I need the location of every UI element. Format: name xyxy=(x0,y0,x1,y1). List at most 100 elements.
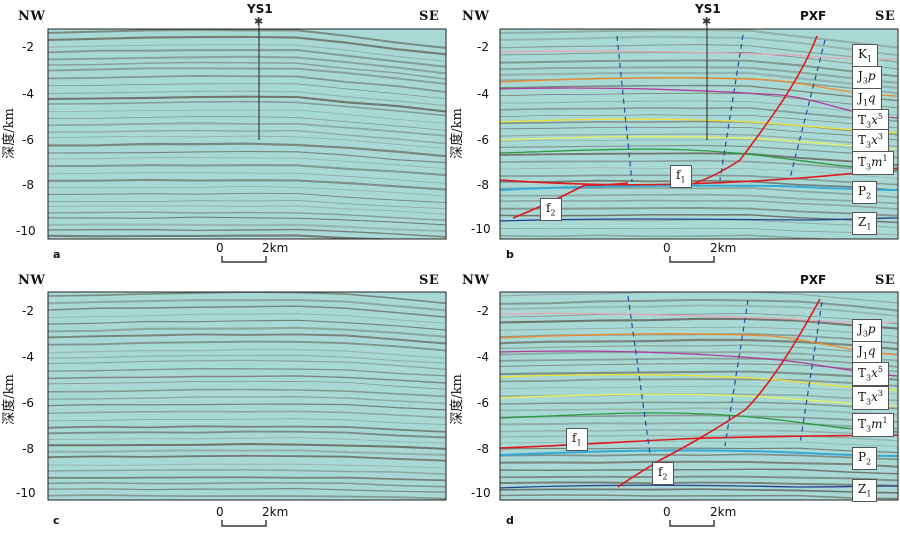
panel-a-tick: -8 xyxy=(22,178,34,192)
fault-pxf xyxy=(694,35,818,184)
panel-b-tick: -6 xyxy=(477,133,489,147)
seismic-reflector xyxy=(48,359,446,370)
seismic-reflector xyxy=(500,351,898,362)
seismic-reflector xyxy=(48,437,446,444)
seismic-reflector xyxy=(48,200,446,209)
seismic-reflector xyxy=(48,388,446,398)
panel-b-scale-start: 0 xyxy=(663,241,671,255)
panel-a-tick: -6 xyxy=(22,133,34,147)
panel-b-well-label: YS1 xyxy=(695,2,721,16)
panel-b-right-direction: SE xyxy=(875,9,896,24)
seismic-reflector xyxy=(48,29,446,49)
panel-d-scale-start: 0 xyxy=(663,505,671,519)
seismic-reflector xyxy=(500,199,898,210)
seismic-reflector xyxy=(48,298,446,312)
seismic-reflector xyxy=(48,83,446,100)
panel-c-tick: -2 xyxy=(22,304,34,318)
seismic-reflector xyxy=(500,326,898,337)
horizon-label-z1: Z1 xyxy=(852,212,878,236)
seismic-reflector xyxy=(500,494,898,500)
panel-c-scale-bar xyxy=(221,520,267,527)
seismic-reflector xyxy=(500,488,898,494)
panel-c-tick: -4 xyxy=(22,350,34,364)
panel-a-tick: -10 xyxy=(16,224,36,238)
horizon-t3x5 xyxy=(500,373,898,391)
seismic-reflector xyxy=(48,116,446,131)
seismic-reflector xyxy=(500,313,898,325)
seismic-reflector xyxy=(500,35,898,57)
seismic-reflector xyxy=(500,453,898,461)
seismic-reflector xyxy=(500,106,898,122)
seismic-reflector xyxy=(48,494,446,500)
fault-dash xyxy=(724,299,749,447)
seismic-reflector xyxy=(500,174,898,186)
seismic-reflector xyxy=(500,167,898,179)
horizon-label-t3x3: T3x3 xyxy=(852,129,889,154)
seismic-reflector xyxy=(48,205,446,215)
seismic-reflector xyxy=(48,142,446,158)
seismic-reflector xyxy=(500,100,898,116)
seismic-reflector xyxy=(500,126,898,141)
panel-c-frame xyxy=(47,291,447,501)
panel-d-right-direction: SE xyxy=(875,273,896,288)
seismic-reflector xyxy=(500,338,898,351)
fault-f1 xyxy=(500,434,898,449)
seismic-reflector xyxy=(48,468,446,475)
seismic-reflector xyxy=(500,421,898,430)
seismic-reflector xyxy=(500,468,898,475)
horizon-label-t3m1: T3m1 xyxy=(852,151,894,176)
seismic-reflector xyxy=(48,481,446,488)
seismic-reflector xyxy=(500,84,898,102)
horizon-label-j1q: J1q xyxy=(852,341,882,365)
seismic-reflector xyxy=(48,410,446,419)
panel-b-letter: b xyxy=(506,248,514,261)
horizon-label-k1: K1 xyxy=(852,44,879,68)
seismic-reflector xyxy=(500,114,898,129)
seismic-reflector xyxy=(500,227,898,236)
seismic-reflector xyxy=(48,172,446,184)
panel-d-tick: -6 xyxy=(477,396,489,410)
seismic-reflector xyxy=(48,463,446,469)
fault-f2 xyxy=(512,182,629,219)
seismic-reflector xyxy=(500,139,898,152)
seismic-reflector xyxy=(500,407,898,416)
horizon-label-j3p: J3p xyxy=(852,319,882,343)
seismic-reflector xyxy=(48,454,446,462)
panel-b-tick: -4 xyxy=(477,87,489,101)
horizon-label-j1q: J1q xyxy=(852,88,882,112)
seismic-reflector xyxy=(48,305,446,318)
seismic-reflector xyxy=(48,100,446,117)
panel-d-frame xyxy=(499,291,899,501)
seismic-reflector xyxy=(48,135,446,149)
seismic-reflector xyxy=(48,48,446,68)
seismic-reflector xyxy=(48,90,446,107)
panel-c-right-direction: SE xyxy=(419,273,440,288)
horizon-label-t3x3: T3x3 xyxy=(852,386,889,411)
horizon-label-t3m1: T3m1 xyxy=(852,413,894,438)
seismic-reflector xyxy=(500,29,898,49)
panel-c-left-direction: NW xyxy=(18,273,46,288)
seismic-reflector xyxy=(500,481,898,487)
panel-b-tick: -10 xyxy=(471,222,491,236)
panel-c-tick: -8 xyxy=(22,442,34,456)
fault-label-f1: f1 xyxy=(566,428,588,452)
seismic-reflector xyxy=(48,55,446,75)
seismic-reflector xyxy=(500,344,898,355)
seismic-reflector xyxy=(48,223,446,233)
seismic-reflector xyxy=(48,487,446,493)
seismic-reflector xyxy=(500,43,898,63)
seismic-reflector xyxy=(500,401,898,410)
panel-c-letter: c xyxy=(53,514,60,527)
horizon-k1 xyxy=(500,312,898,324)
seismic-reflector xyxy=(48,403,446,411)
seismic-reflector xyxy=(500,144,898,159)
seismic-reflector xyxy=(500,234,842,239)
panel-b-tick: -2 xyxy=(477,40,489,54)
seismic-reflector xyxy=(48,354,446,364)
seismic-reflector xyxy=(48,449,446,457)
panel-a-tick: -2 xyxy=(22,40,34,54)
horizon-k1 xyxy=(500,50,898,60)
horizon-label-j3p: J3p xyxy=(852,66,882,90)
seismic-reflector xyxy=(48,418,446,426)
